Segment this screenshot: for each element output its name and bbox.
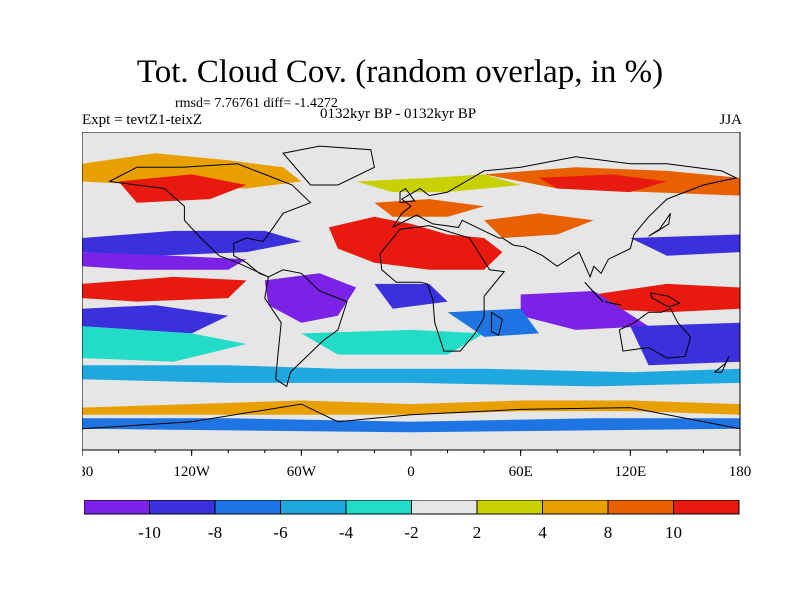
colorbar-label: 8: [604, 523, 613, 542]
anomaly-region: [82, 276, 247, 302]
cloud-cover-map: 180120W60W060E120E180 80N40N040S80S: [82, 132, 751, 480]
coastline: [584, 281, 604, 302]
colorbar-swatch: [84, 500, 150, 515]
colorbar-label: 4: [538, 523, 547, 542]
season-label: JJA: [719, 112, 742, 128]
coastline: [648, 213, 671, 237]
colorbar-swatch: [673, 500, 740, 515]
colorbar-label: 2: [473, 523, 482, 542]
anomaly-region: [82, 153, 302, 189]
plot-title: Tot. Cloud Cov. (random overlap, in %): [136, 54, 664, 90]
colorbar-swatch: [607, 500, 674, 515]
period-label: 0132kyr BP - 0132kyr BP: [320, 106, 477, 122]
colorbar: -10 -8 -6 -4 -2 2 4 8 10: [84, 500, 740, 542]
anomaly-region: [82, 418, 740, 433]
colorbar-swatch: [280, 500, 347, 515]
lon-tick-label: 180: [729, 464, 752, 480]
lon-tick-label: 120E: [614, 464, 646, 480]
anomaly-region: [82, 326, 247, 362]
coastline: [264, 269, 348, 388]
anomaly-region: [118, 174, 247, 203]
anomaly-region: [538, 174, 667, 193]
colorbar-label: -2: [404, 523, 418, 542]
colorbar-swatch: [345, 500, 412, 515]
lon-tick-label: 60W: [287, 464, 317, 480]
coastline: [399, 187, 416, 204]
anomaly-region: [374, 199, 485, 217]
coastlines: [82, 145, 741, 430]
anomaly-region: [520, 291, 649, 330]
colorbar-swatch: [149, 500, 216, 515]
anomaly-region: [82, 252, 247, 270]
anomaly-region: [82, 230, 302, 256]
coastline: [490, 311, 503, 336]
coastline: [604, 301, 622, 306]
anomaly-region: [356, 174, 521, 193]
coastline: [282, 145, 375, 186]
colorbar-label: 10: [665, 523, 682, 542]
colorbar-label: -6: [273, 523, 287, 542]
anomaly-region: [447, 308, 539, 337]
colorbar-swatch: [476, 500, 543, 515]
experiment-label: Expt = tevtZ1-teixZ: [82, 112, 203, 128]
colorbar-swatch: [214, 500, 281, 515]
longitude-axis: 180 120W 60W 0 60E 120E 180: [82, 450, 751, 480]
coastline: [618, 308, 692, 359]
anomaly-region: [82, 400, 740, 415]
anomaly-region: [630, 322, 740, 366]
lon-tick-label: 120W: [173, 464, 211, 480]
colorbar-swatch: [411, 500, 478, 515]
coastline: [82, 403, 741, 430]
anomaly-region: [301, 329, 485, 355]
anomaly-region: [484, 213, 594, 238]
colorbar-swatch: [542, 500, 609, 515]
coastline: [379, 225, 506, 352]
colorbar-label: -10: [138, 523, 161, 542]
coastline: [649, 292, 681, 308]
anomaly-region: [593, 283, 740, 313]
difference-field: [82, 132, 740, 450]
coastline: [109, 163, 312, 278]
anomaly-region: [264, 273, 357, 323]
lon-tick-label: 0: [407, 464, 415, 480]
anomaly-region: [82, 365, 740, 387]
coastline: [392, 156, 738, 279]
stats-label: rmsd= 7.76761 diff= -1.4272: [175, 96, 338, 111]
lon-tick-label: 60E: [509, 464, 533, 480]
anomaly-region: [328, 216, 503, 270]
anomaly-region: [630, 234, 740, 256]
colorbar-label: -8: [208, 523, 222, 542]
colorbar-label: -4: [339, 523, 354, 542]
coastline: [714, 356, 730, 373]
lon-tick-label: 180: [82, 464, 93, 480]
anomaly-region: [82, 305, 229, 334]
